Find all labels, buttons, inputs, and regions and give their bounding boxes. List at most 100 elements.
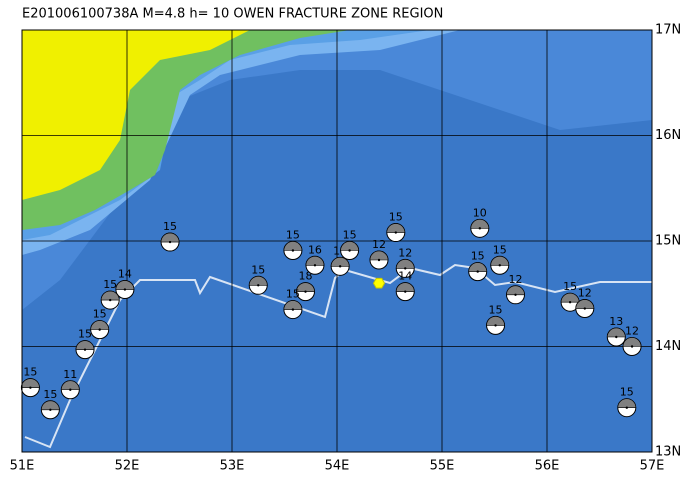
depth-label: 14 bbox=[398, 270, 412, 283]
beachball-quadrant bbox=[340, 241, 359, 251]
beachball-center bbox=[494, 324, 497, 327]
x-tick-label: 52E bbox=[115, 459, 140, 474]
x-tick-label: 54E bbox=[325, 459, 350, 474]
beachball-center bbox=[83, 348, 87, 351]
beachball-quadrant bbox=[506, 285, 525, 296]
beachball-quadrant bbox=[115, 280, 135, 290]
beachball-quadrant bbox=[470, 219, 490, 229]
y-tick-label: 13N bbox=[655, 445, 681, 460]
beachball-quadrant bbox=[283, 241, 303, 251]
beachball-center bbox=[583, 307, 586, 310]
beachball-quadrant bbox=[75, 340, 95, 350]
event: 15 bbox=[40, 388, 60, 420]
y-tick-label: 14N bbox=[655, 339, 681, 354]
event: 15 bbox=[90, 308, 110, 340]
event: 11 bbox=[60, 368, 80, 400]
beachball-quadrant bbox=[160, 232, 180, 243]
beachball-quadrant bbox=[560, 292, 580, 303]
depth-label: 14 bbox=[118, 268, 132, 281]
beachball-quadrant bbox=[283, 300, 303, 310]
map-title: E201006100738A M=4.8 h= 10 OWEN FRACTURE… bbox=[22, 7, 443, 22]
depth-label: 11 bbox=[63, 368, 77, 381]
depth-label: 12 bbox=[509, 273, 523, 286]
beachball-quadrant bbox=[486, 316, 505, 326]
event: 15 bbox=[486, 303, 506, 335]
beachball-quadrant bbox=[490, 255, 510, 266]
event: 16 bbox=[330, 244, 350, 276]
beachball-quadrant bbox=[468, 262, 488, 272]
x-tick-label: 53E bbox=[220, 459, 245, 474]
beachball-center bbox=[123, 288, 127, 291]
y-tick-label: 15N bbox=[655, 234, 681, 249]
event: 14 bbox=[395, 270, 415, 302]
depth-label: 12 bbox=[578, 287, 592, 300]
event: 15 bbox=[248, 263, 268, 295]
beachball-center bbox=[625, 406, 628, 409]
depth-label: 15 bbox=[43, 388, 57, 401]
event: 15 bbox=[490, 243, 510, 275]
beachball-center bbox=[348, 249, 351, 252]
y-tick-label: 17N bbox=[655, 23, 681, 38]
depth-label: 15 bbox=[620, 386, 634, 399]
beachball-center bbox=[338, 265, 342, 268]
beachball-center bbox=[615, 335, 618, 339]
event: 15 bbox=[617, 386, 637, 418]
beachball-quadrant bbox=[617, 398, 637, 408]
beachball-center bbox=[404, 267, 407, 270]
depth-label: 13 bbox=[609, 315, 623, 328]
event: 12 bbox=[369, 238, 389, 270]
depth-label: 12 bbox=[625, 325, 639, 338]
beachball-quadrant bbox=[330, 257, 350, 267]
event: 12 bbox=[395, 246, 415, 278]
beachball-center bbox=[291, 249, 295, 252]
depth-label: 15 bbox=[563, 280, 577, 293]
frame bbox=[21, 29, 653, 453]
event: 10 bbox=[470, 206, 490, 238]
beachball-center bbox=[568, 300, 572, 304]
event: 15 bbox=[283, 228, 303, 260]
beachball-quadrant bbox=[606, 327, 626, 338]
event: 15 bbox=[20, 366, 40, 398]
beachball-center bbox=[498, 264, 501, 267]
depth-label: 12 bbox=[372, 238, 386, 251]
depth-label: 10 bbox=[473, 206, 487, 219]
beachball-center bbox=[304, 290, 307, 293]
beachball-quadrant bbox=[395, 259, 415, 269]
beachball-center bbox=[394, 231, 397, 234]
beachball-center bbox=[291, 308, 295, 311]
depth-label: 15 bbox=[78, 328, 92, 341]
beachball-center bbox=[476, 270, 479, 273]
beachball-center bbox=[478, 227, 481, 230]
beachball-quadrant bbox=[296, 282, 315, 292]
x-tick-label: 56E bbox=[535, 459, 560, 474]
beachball-quadrant bbox=[395, 282, 415, 292]
event: 15 bbox=[340, 228, 360, 260]
beachball-center bbox=[29, 386, 32, 389]
event: 13 bbox=[606, 315, 626, 347]
depth-label: 15 bbox=[286, 228, 300, 241]
depth-label: 15 bbox=[493, 243, 507, 256]
event: 15 bbox=[386, 211, 406, 243]
beachball-quadrant bbox=[622, 337, 642, 347]
beachball-center bbox=[514, 293, 517, 297]
depth-label: 15 bbox=[93, 308, 107, 321]
event: 15 bbox=[560, 280, 580, 312]
event: 15 bbox=[468, 250, 488, 282]
x-tick-label: 51E bbox=[10, 459, 35, 474]
epicenter bbox=[372, 277, 386, 289]
beachball-center bbox=[168, 240, 172, 244]
beachball-center bbox=[630, 345, 634, 348]
depth-label: 15 bbox=[103, 278, 117, 291]
event: 15 bbox=[100, 278, 120, 310]
beachball-center bbox=[69, 388, 72, 391]
beachball-quadrant bbox=[248, 276, 268, 286]
depth-label: 18 bbox=[299, 270, 313, 283]
beachball-quadrant bbox=[575, 299, 595, 309]
depth-label: 15 bbox=[471, 250, 485, 263]
event: 15 bbox=[283, 288, 303, 320]
beachball-center bbox=[257, 284, 260, 287]
event: 15 bbox=[75, 328, 95, 360]
depth-label: 15 bbox=[251, 263, 265, 276]
beachball-quadrant bbox=[41, 400, 60, 411]
event: 12 bbox=[575, 287, 595, 319]
